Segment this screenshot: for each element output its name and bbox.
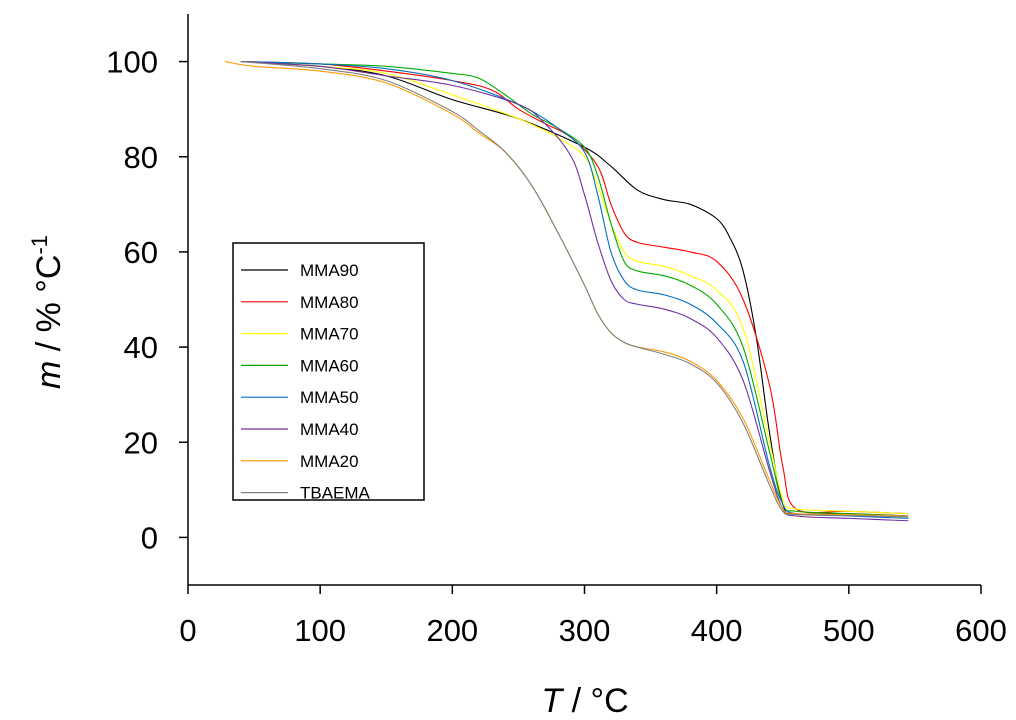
legend-label-mma40: MMA40	[300, 420, 359, 439]
series-line-mma70	[240, 61, 909, 515]
x-tick-label: 300	[559, 613, 611, 648]
legend-label-mma90: MMA90	[300, 261, 359, 280]
plot-marks	[224, 61, 909, 522]
legend-label-tbaema: TBAEMA	[300, 484, 371, 503]
x-axis-title: T / °C	[541, 682, 628, 720]
x-tick-label: 600	[955, 613, 1007, 648]
y-axis-unit: / % °C	[30, 255, 68, 361]
legend-label-mma70: MMA70	[300, 325, 359, 344]
series-line-mma50	[240, 61, 909, 519]
y-axis-symbol: m	[30, 361, 68, 389]
x-tick-label: 100	[294, 613, 346, 648]
legend-box	[232, 242, 425, 501]
x-tick-label: 400	[691, 613, 743, 648]
series-line-mma40	[240, 61, 909, 522]
legend-label-mma80: MMA80	[300, 293, 359, 312]
x-axis-unit: / °C	[562, 682, 629, 720]
series-line-mma60	[240, 61, 909, 517]
y-tick-label: 0	[141, 520, 158, 555]
series-line-tbaema	[240, 61, 909, 518]
legend-label-mma20: MMA20	[300, 452, 359, 471]
x-axis-symbol: T	[541, 682, 564, 720]
y-tick-label: 100	[106, 45, 158, 80]
x-tick-label: 200	[426, 613, 478, 648]
y-tick-label: 20	[124, 425, 158, 460]
x-tick-label: 500	[823, 613, 875, 648]
y-axis-exponent: -1	[27, 235, 52, 255]
x-tick-label: 0	[179, 613, 196, 648]
legend-label-mma50: MMA50	[300, 388, 359, 407]
y-tick-label: 60	[124, 235, 158, 270]
legend-label-mma60: MMA60	[300, 356, 359, 375]
y-axis-title: m / % °C-1	[27, 235, 68, 389]
legend: MMA90 MMA80 MMA70 MMA60 MMA50 MMA40 MMA20 TBAEM…	[232, 242, 425, 503]
y-axis-ticks: 0 20 40 60 80 100	[106, 45, 188, 555]
y-tick-label: 40	[124, 330, 158, 365]
x-axis-ticks: 0 100 200 300 400 500 600	[179, 585, 1007, 648]
y-tick-label: 80	[124, 140, 158, 175]
